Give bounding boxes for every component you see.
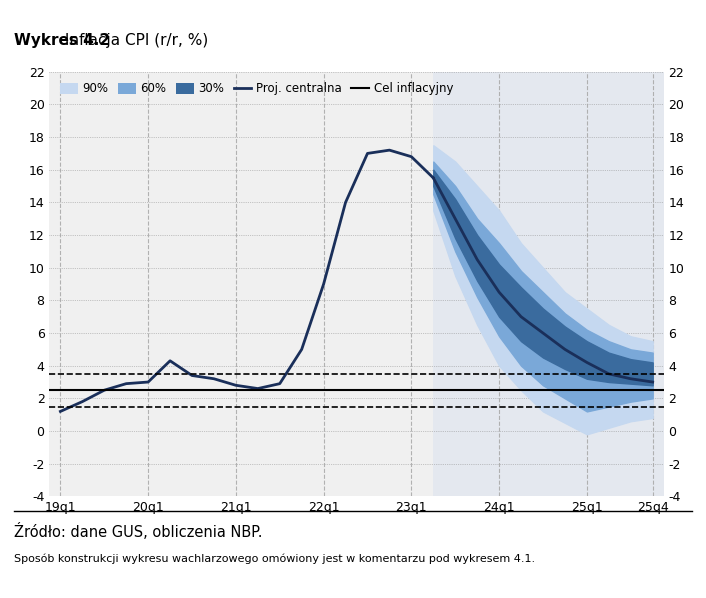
Text: Sposób konstrukcji wykresu wachlarzowego omówiony jest w komentarzu pod wykresem: Sposób konstrukcji wykresu wachlarzowego…	[14, 553, 535, 564]
Bar	[433, 72, 664, 496]
Text: Inflacja CPI (r/r, %): Inflacja CPI (r/r, %)	[60, 33, 208, 48]
Text: Wykres 4.2: Wykres 4.2	[14, 33, 110, 48]
Legend: 90%, 60%, 30%, Proj. centralna, Cel inflacyjny: 90%, 60%, 30%, Proj. centralna, Cel infl…	[55, 78, 457, 100]
Text: Źródło: dane GUS, obliczenia NBP.: Źródło: dane GUS, obliczenia NBP.	[14, 523, 263, 540]
